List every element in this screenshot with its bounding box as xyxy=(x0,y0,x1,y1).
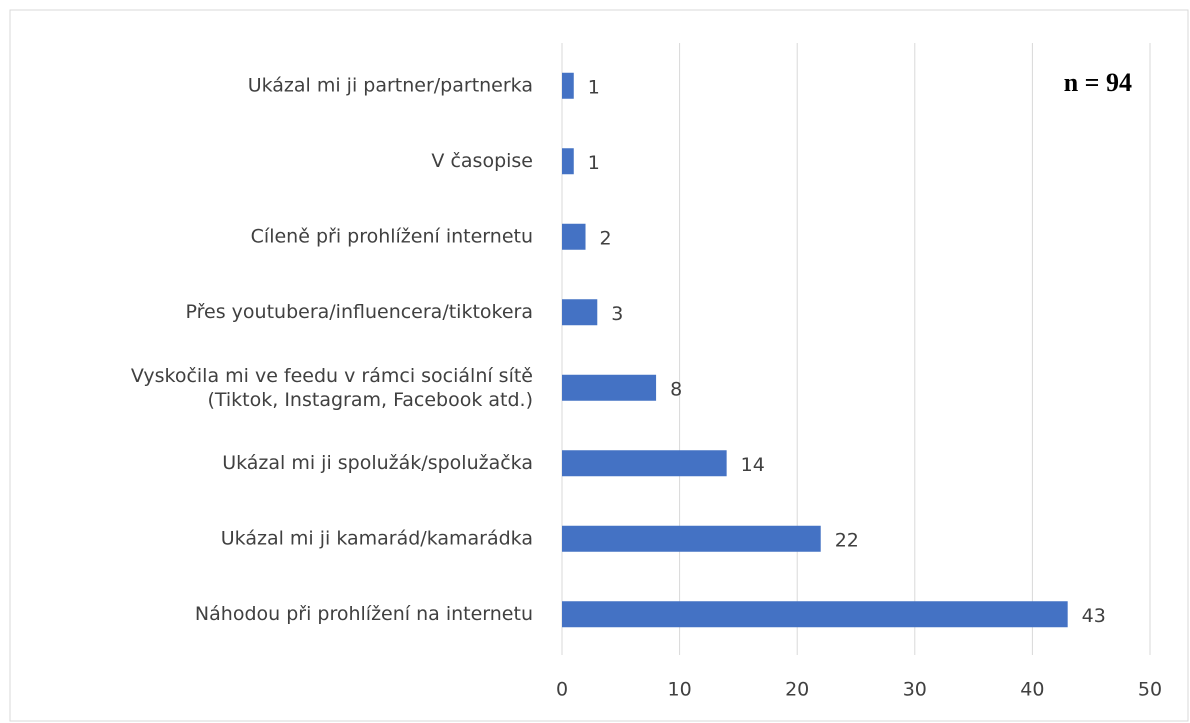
y-tick-label: Cíleně při prohlížení internetu xyxy=(251,225,533,247)
y-tick-label: Ukázal mi ji spolužák/spolužačka xyxy=(222,452,533,474)
bar xyxy=(562,450,727,477)
bar xyxy=(562,299,598,326)
data-label: 8 xyxy=(670,378,682,400)
x-tick-label: 0 xyxy=(556,679,568,701)
bar xyxy=(562,72,574,99)
x-tick-label: 10 xyxy=(668,679,692,701)
y-tick-label: Náhodou při prohlížení na internetu xyxy=(195,603,533,625)
x-tick-label: 20 xyxy=(785,679,809,701)
y-tick-label: Ukázal mi ji partner/partnerka xyxy=(248,74,533,96)
bar xyxy=(562,525,821,552)
x-tick-label: 50 xyxy=(1138,679,1162,701)
bar xyxy=(562,223,586,250)
data-label: 43 xyxy=(1082,605,1106,627)
data-label: 2 xyxy=(600,227,612,249)
data-label: 1 xyxy=(588,76,600,98)
bar xyxy=(562,601,1068,628)
data-label: 22 xyxy=(835,529,859,551)
bar xyxy=(562,148,574,175)
bar xyxy=(562,374,657,401)
annotation: n = 94 xyxy=(1064,68,1132,97)
y-tick-label: Ukázal mi ji kamarád/kamarádka xyxy=(221,527,533,549)
y-tick-label: Vyskočila mi ve feedu v rámci sociální s… xyxy=(131,364,533,410)
data-label: 1 xyxy=(588,152,600,174)
data-label: 3 xyxy=(611,303,623,325)
y-tick-label: Přes youtubera/influencera/tiktokera xyxy=(186,301,533,323)
x-tick-label: 40 xyxy=(1020,679,1044,701)
x-tick-label: 30 xyxy=(903,679,927,701)
data-label: 14 xyxy=(741,454,765,476)
y-tick-label: V časopise xyxy=(431,150,533,172)
chart-frame xyxy=(9,9,1189,722)
